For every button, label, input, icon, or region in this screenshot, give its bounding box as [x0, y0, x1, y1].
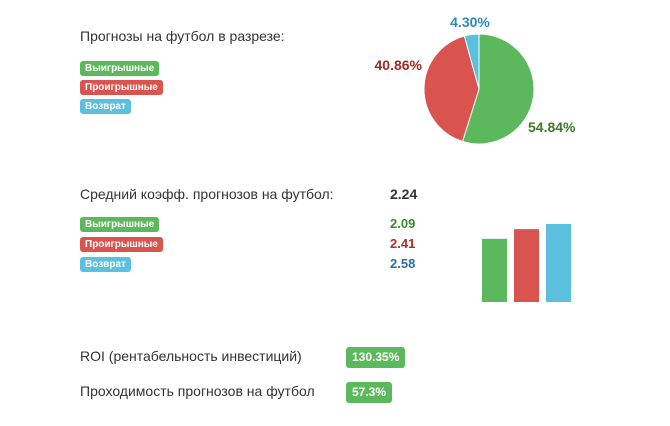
- bar-refund: [546, 224, 571, 302]
- odds-total-value: 2.24: [390, 186, 418, 202]
- legend-badge-refund: Возврат: [80, 99, 131, 114]
- roi-badge: 130.35%: [346, 347, 406, 368]
- pass-rate-label: Проходимость прогнозов на футбол: [80, 383, 315, 399]
- bar-win: [482, 238, 507, 302]
- pass-rate-badge: 57.3%: [346, 382, 393, 403]
- odds-badge-refund: Возврат: [80, 257, 131, 272]
- pie-label-win: 54.84%: [528, 119, 576, 135]
- odds-value-win: 2.09: [390, 216, 416, 231]
- roi-label: ROI (рентабельность инвестиций): [80, 348, 302, 364]
- legend-badge-win: Выигрышные: [80, 61, 160, 76]
- pie-slice-win: [461, 33, 535, 145]
- pie-label-loss: 40.86%: [375, 57, 423, 73]
- odds-badge-loss: Проигрышные: [80, 237, 163, 252]
- pie-slice-refund: [463, 33, 480, 90]
- pie-section-title: Прогнозы на футбол в разрезе:: [80, 28, 285, 44]
- odds-section-title: Средний коэфф. прогнозов на футбол:: [80, 186, 334, 202]
- pie-slice-loss: [423, 35, 480, 143]
- odds-badge-win: Выигрышные: [80, 217, 160, 232]
- bar-loss: [514, 229, 539, 302]
- legend-badge-loss: Проигрышные: [80, 80, 163, 95]
- odds-value-loss: 2.41: [390, 236, 416, 251]
- odds-value-refund: 2.58: [390, 256, 416, 271]
- pie-label-refund: 4.30%: [450, 14, 490, 30]
- odds-bar-chart: [482, 224, 571, 302]
